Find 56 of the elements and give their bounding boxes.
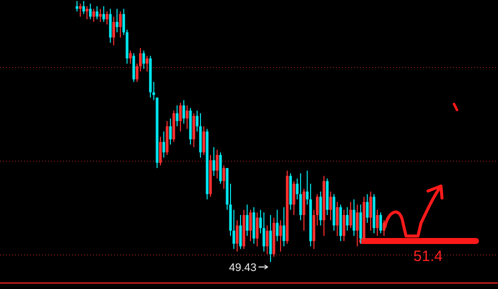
- candlestick: [366, 194, 369, 224]
- candlestick: [239, 214, 242, 250]
- candlestick: [236, 220, 239, 252]
- candlestick: [76, 0, 78, 12]
- candlestick: [106, 10, 108, 25]
- candlestick: [179, 102, 182, 132]
- candlestick: [262, 212, 266, 252]
- candlestick: [346, 206, 349, 232]
- candlestick: [292, 180, 296, 216]
- candlestick: [216, 149, 218, 179]
- candlestick: [176, 104, 178, 127]
- candlestick: [382, 220, 386, 236]
- candlestick: [282, 206, 286, 247]
- candlestick: [376, 209, 379, 236]
- candlestick: [109, 8, 112, 44]
- candlestick: [319, 191, 322, 226]
- candlestick: [212, 146, 216, 176]
- candlestick: [182, 100, 186, 124]
- candlestick: [249, 209, 252, 242]
- candlestick: [116, 8, 118, 33]
- candlestick: [336, 201, 339, 236]
- candlestick: [82, 0, 86, 15]
- candlestick: [186, 104, 188, 130]
- candlestick: [162, 131, 166, 158]
- candlestick: [349, 201, 352, 229]
- candlestick: [266, 224, 269, 255]
- candlestick: [96, 6, 98, 20]
- candlestick: [79, 3, 82, 18]
- annotation: 49.43: [229, 262, 257, 274]
- candlestick: [159, 136, 162, 166]
- candlestick: [112, 16, 116, 46]
- candlestick: [256, 212, 259, 247]
- candlestick: [269, 214, 272, 262]
- text: 51.4: [413, 248, 443, 265]
- candlestick: [129, 50, 132, 64]
- candlestick: [246, 204, 249, 236]
- candlestick: [329, 191, 332, 221]
- candlestick: [102, 6, 106, 22]
- candlestick: [279, 220, 282, 252]
- candlestick: [222, 164, 226, 190]
- candlestick: [146, 55, 148, 72]
- candlestick: [119, 10, 122, 38]
- candlestick: [356, 204, 359, 247]
- candlestick: [352, 198, 356, 236]
- candlestick: [342, 209, 346, 242]
- candlestick: [132, 52, 136, 82]
- candlestick: [142, 50, 146, 70]
- candlestick: [86, 6, 88, 20]
- candlestick: [202, 126, 206, 156]
- candlestick: [379, 212, 382, 234]
- candlestick: [192, 112, 196, 148]
- candlestick: [299, 172, 302, 221]
- candlestick: [302, 188, 306, 232]
- candlestick: [276, 209, 279, 242]
- candlestick: [169, 118, 172, 146]
- candlestick: [369, 191, 372, 232]
